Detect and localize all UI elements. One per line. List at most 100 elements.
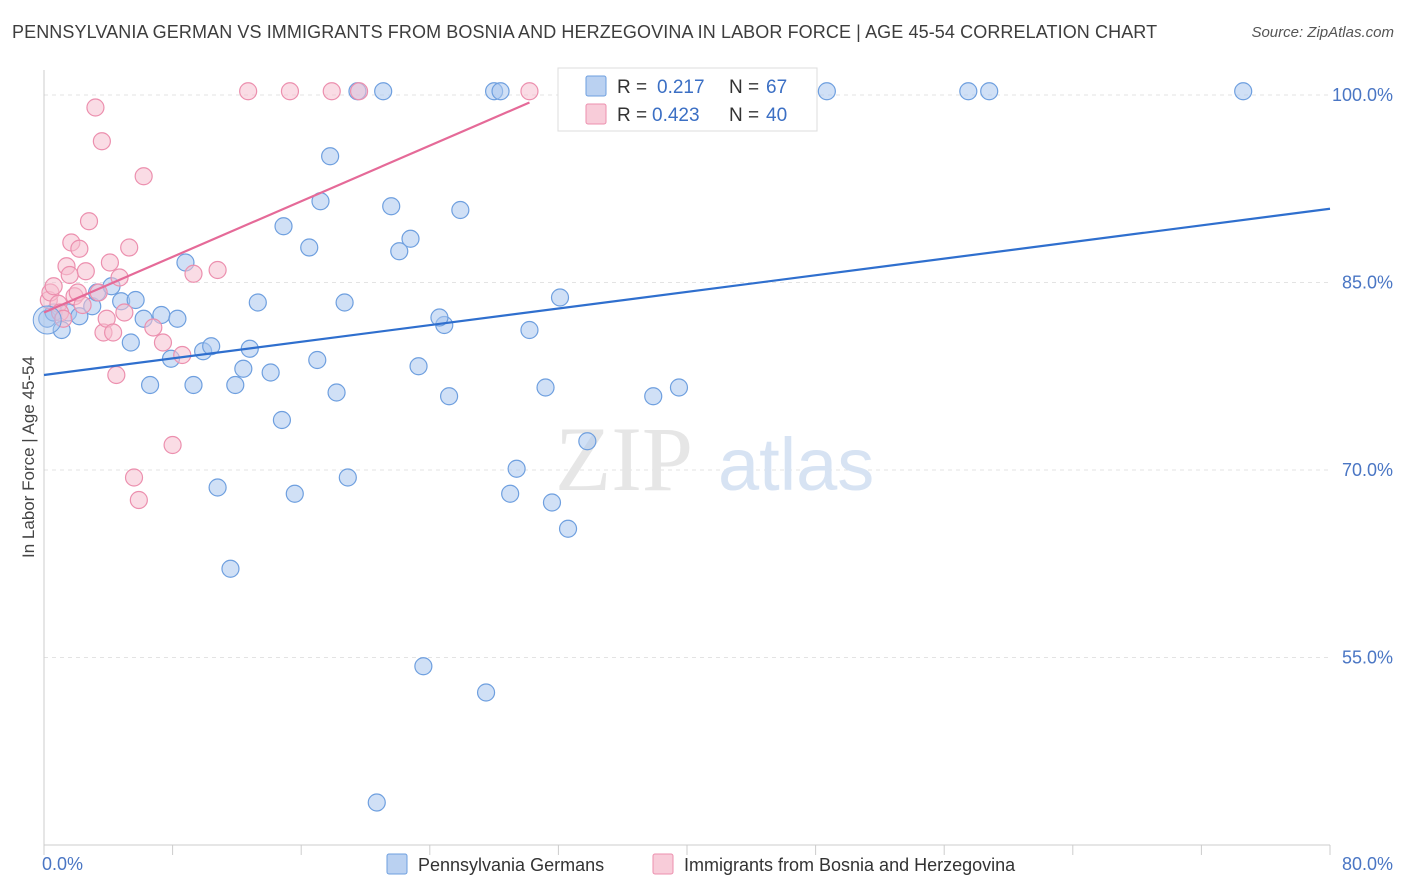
point-pennsylvania-germans <box>382 197 401 216</box>
trend-lines <box>43 101 1331 377</box>
point-pennsylvania-germans <box>308 350 327 370</box>
trend-line-bosnia-immigrants <box>43 101 530 314</box>
point-bosnia-immigrants <box>115 303 134 322</box>
point-pennsylvania-germans <box>248 293 267 312</box>
point-pennsylvania-germans <box>327 383 346 402</box>
legend-n-label-0: N = <box>729 77 759 98</box>
y-tick-label: 100.0% <box>1332 85 1393 105</box>
point-pennsylvania-germans <box>274 217 293 236</box>
point-pennsylvania-germans <box>959 82 978 101</box>
point-pennsylvania-germans <box>414 657 433 676</box>
point-pennsylvania-germans <box>121 333 140 352</box>
point-bosnia-immigrants <box>349 82 369 101</box>
point-bosnia-immigrants <box>54 309 73 328</box>
x-ticks <box>43 845 1331 855</box>
chart-source: Source: ZipAtlas.com <box>1251 24 1394 41</box>
point-pennsylvania-germans <box>208 478 227 497</box>
point-pennsylvania-germans <box>520 320 539 340</box>
point-pennsylvania-germans <box>669 378 689 397</box>
point-pennsylvania-germans <box>430 308 449 327</box>
bottom-legend-label-0: Pennsylvania Germans <box>418 855 604 875</box>
point-pennsylvania-germans <box>272 410 292 430</box>
point-pennsylvania-germans <box>261 363 280 382</box>
trend-line-pennsylvania-germans <box>43 207 1331 377</box>
point-pennsylvania-germans <box>409 357 428 376</box>
point-pennsylvania-germans <box>439 387 459 406</box>
point-bosnia-immigrants <box>60 265 79 285</box>
point-pennsylvania-germans <box>374 82 393 101</box>
watermark-atlas: atlas <box>718 423 874 506</box>
point-pennsylvania-germans-cluster <box>32 305 62 335</box>
point-bosnia-immigrants <box>76 262 95 281</box>
point-bosnia-immigrants <box>163 435 182 455</box>
point-bosnia-immigrants <box>134 167 153 186</box>
point-pennsylvania-germans <box>335 293 354 312</box>
point-bosnia-immigrants <box>120 238 139 257</box>
point-bosnia-immigrants <box>70 239 89 258</box>
point-pennsylvania-germans <box>202 337 221 356</box>
point-pennsylvania-germans <box>980 82 999 101</box>
point-pennsylvania-germans <box>542 493 562 512</box>
y-tick-labels: 100.0% 85.0% 70.0% 55.0% <box>1332 85 1393 668</box>
legend-r-label-1: R = <box>617 105 647 126</box>
point-pennsylvania-germans <box>390 242 409 261</box>
point-pennsylvania-germans <box>338 468 357 487</box>
point-bosnia-immigrants <box>280 82 300 101</box>
point-pennsylvania-germans <box>817 82 836 101</box>
point-bosnia-immigrants <box>239 82 258 101</box>
bottom-legend-swatch-blue <box>386 853 408 875</box>
point-bosnia-immigrants <box>104 323 123 342</box>
legend-swatch-pink <box>585 103 607 125</box>
chart-title: PENNSYLVANIA GERMAN VS IMMIGRANTS FROM B… <box>12 22 1158 42</box>
point-bosnia-immigrants <box>184 264 203 283</box>
point-pennsylvania-germans <box>321 147 340 166</box>
legend-r-label-0: R = <box>617 77 647 98</box>
legend-r-value-1: 0.423 <box>652 105 700 126</box>
watermark-zip: ZIP <box>555 408 693 510</box>
point-bosnia-immigrants <box>86 98 105 117</box>
legend-swatch-blue <box>585 75 607 97</box>
point-bosnia-immigrants <box>79 212 99 231</box>
point-bosnia-immigrants <box>173 345 192 365</box>
series-legend: Pennsylvania Germans Immigrants from Bos… <box>386 853 1016 875</box>
point-pennsylvania-germans <box>184 375 203 395</box>
point-bosnia-immigrants <box>92 132 111 151</box>
point-pennsylvania-germans <box>644 387 663 406</box>
point-pennsylvania-germans <box>451 200 470 220</box>
point-pennsylvania-germans <box>1234 82 1253 101</box>
point-pennsylvania-germans <box>300 238 319 257</box>
legend-n-label-1: N = <box>729 105 759 126</box>
point-bosnia-immigrants <box>322 82 341 101</box>
point-pennsylvania-germans <box>476 683 496 702</box>
legend-n-value-1: 40 <box>766 105 787 126</box>
point-bosnia-immigrants <box>124 468 144 487</box>
point-pennsylvania-germans <box>234 359 253 378</box>
point-pennsylvania-germans <box>168 309 187 328</box>
point-pennsylvania-germans <box>226 375 245 395</box>
legend-r-value-0: 0.217 <box>657 77 705 98</box>
y-tick-label: 85.0% <box>1342 273 1393 293</box>
point-pennsylvania-germans <box>126 290 145 310</box>
y-tick-label: 70.0% <box>1342 460 1393 480</box>
y-tick-label: 55.0% <box>1342 648 1393 668</box>
point-pennsylvania-germans <box>491 82 510 101</box>
point-pennsylvania-germans <box>550 288 570 307</box>
point-pennsylvania-germans <box>507 459 526 478</box>
point-pennsylvania-germans <box>578 432 597 451</box>
point-pennsylvania-germans <box>558 519 578 538</box>
point-bosnia-immigrants <box>144 318 163 337</box>
point-bosnia-immigrants <box>208 260 227 280</box>
point-bosnia-immigrants <box>100 253 120 272</box>
point-bosnia-immigrants <box>129 490 148 510</box>
point-bosnia-immigrants <box>107 365 126 385</box>
bottom-legend-label-1: Immigrants from Bosnia and Herzegovina <box>684 855 1016 875</box>
point-pennsylvania-germans <box>221 559 240 578</box>
point-pennsylvania-germans <box>140 375 160 395</box>
point-pennsylvania-germans <box>401 229 420 248</box>
point-pennsylvania-germans <box>501 484 520 503</box>
point-pennsylvania-germans <box>536 378 555 397</box>
point-pennsylvania-germans <box>285 484 304 503</box>
stats-legend: R = 0.217 N = 67 R = 0.423 N = 40 <box>557 67 818 132</box>
x-tick-label-start: 0.0% <box>42 854 83 874</box>
